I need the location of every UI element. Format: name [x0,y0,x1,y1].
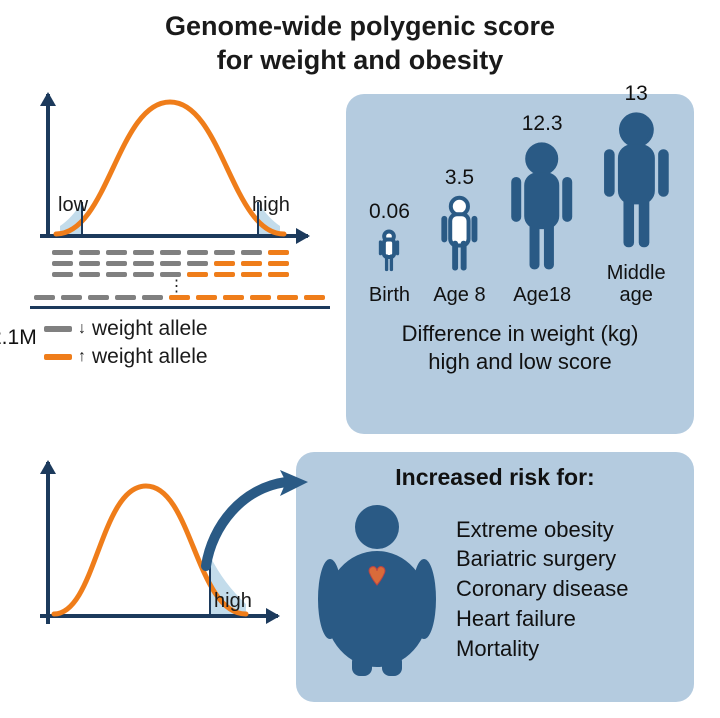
main-grid: low high ⋮ 2.1M ↓ weight allele ↑ weight… [0,94,720,714]
high-label-bottom: high [214,590,252,613]
gray-segment [61,295,82,300]
gray-segment [133,250,154,255]
risk-header: Increased risk for: [312,464,678,491]
person-value: 0.06 [369,200,410,224]
orange-segment [277,295,298,300]
weight-caption: Difference in weight (kg) high and low s… [356,320,684,375]
people-row: 0.06Birth3.5Age 812.3Age1813Middleage [356,106,684,306]
low-label: low [58,194,88,217]
person-icon [506,140,577,278]
gray-segment [115,295,136,300]
risk-item: Heart failure [456,604,628,634]
person-2: 12.3 Age18 [506,112,577,306]
high-label: high [252,194,290,217]
person-icon [599,110,674,256]
person-age: Middleage [607,262,666,306]
gray-segment [79,261,100,266]
gray-swatch [44,326,72,332]
gray-segment [106,250,127,255]
orange-segment [268,272,289,277]
orange-segment [268,261,289,266]
allele-rows: ⋮ [52,250,302,309]
risk-body: Extreme obesityBariatric surgeryCoronary… [312,499,678,679]
orange-segment [304,295,325,300]
orange-segment [214,272,235,277]
gray-segment [34,295,55,300]
gray-segment [106,272,127,277]
gray-segment [52,250,73,255]
orange-segment [187,272,208,277]
risk-item: Extreme obesity [456,515,628,545]
gray-segment [133,261,154,266]
orange-segment [169,295,190,300]
distribution-chart-bottom: high [28,462,288,682]
person-value: 12.3 [522,112,563,136]
risk-panel: Increased risk for: Extreme obesityBaria… [296,452,694,702]
title-line1: Genome-wide polygenic score [0,10,720,44]
legend-high-text: weight allele [92,345,208,369]
page-title: Genome-wide polygenic score for weight a… [0,0,720,78]
gray-segment [79,250,100,255]
orange-segment [223,295,244,300]
allele-divider [30,306,330,309]
orange-swatch [44,354,72,360]
gray-segment [106,261,127,266]
gray-segment [160,272,181,277]
title-line2: for weight and obesity [0,44,720,78]
gray-segment [160,250,181,255]
bell-curve-allele-block: low high ⋮ 2.1M ↓ weight allele ↑ weight… [28,94,328,434]
variant-count: 2.1M [0,326,37,350]
allele-long-row [34,295,330,300]
gray-segment [88,295,109,300]
orange-segment [268,250,289,255]
ellipsis-icon: ⋮ [52,283,302,291]
risk-list: Extreme obesityBariatric surgeryCoronary… [456,515,628,663]
bell-curve-svg [28,94,308,244]
orange-segment [196,295,217,300]
allele-legend: ↓ weight allele ↑ weight allele [44,317,328,369]
orange-segment [241,261,262,266]
person-icon [435,194,484,278]
curved-arrow-icon [182,470,312,580]
orange-segment [250,295,271,300]
legend-high-row: ↑ weight allele [44,345,328,369]
orange-segment [241,272,262,277]
gray-segment [187,250,208,255]
legend-low-row: ↓ weight allele [44,317,328,341]
gray-segment [214,250,235,255]
person-age: Age18 [513,284,571,306]
person-value: 13 [624,82,647,106]
orange-segment [214,261,235,266]
gray-segment [142,295,163,300]
down-arrow-icon: ↓ [78,320,86,338]
gray-segment [187,261,208,266]
person-value: 3.5 [445,166,474,190]
gray-segment [241,250,262,255]
caption-line1: Difference in weight (kg) [356,320,684,348]
person-0: 0.06 Birth [366,200,412,306]
gray-segment [52,261,73,266]
person-1: 3.5 Age 8 [433,166,485,306]
person-icon [366,228,412,278]
obese-person-icon [312,499,442,679]
person-3: 13 Middleage [599,82,674,306]
risk-item: Mortality [456,634,628,664]
risk-item: Coronary disease [456,574,628,604]
allele-row [52,272,302,277]
allele-row [52,261,302,266]
allele-row [52,250,302,255]
risk-item: Bariatric surgery [456,544,628,574]
caption-line2: high and low score [356,348,684,376]
person-age: Age 8 [433,284,485,306]
gray-segment [79,272,100,277]
person-age: Birth [369,284,410,306]
gray-segment [160,261,181,266]
weight-difference-panel: 0.06Birth3.5Age 812.3Age1813Middleage Di… [346,94,694,434]
gray-segment [52,272,73,277]
distribution-chart-top: low high [28,94,308,244]
gray-segment [133,272,154,277]
up-arrow-icon: ↑ [78,348,86,366]
legend-low-text: weight allele [92,317,208,341]
